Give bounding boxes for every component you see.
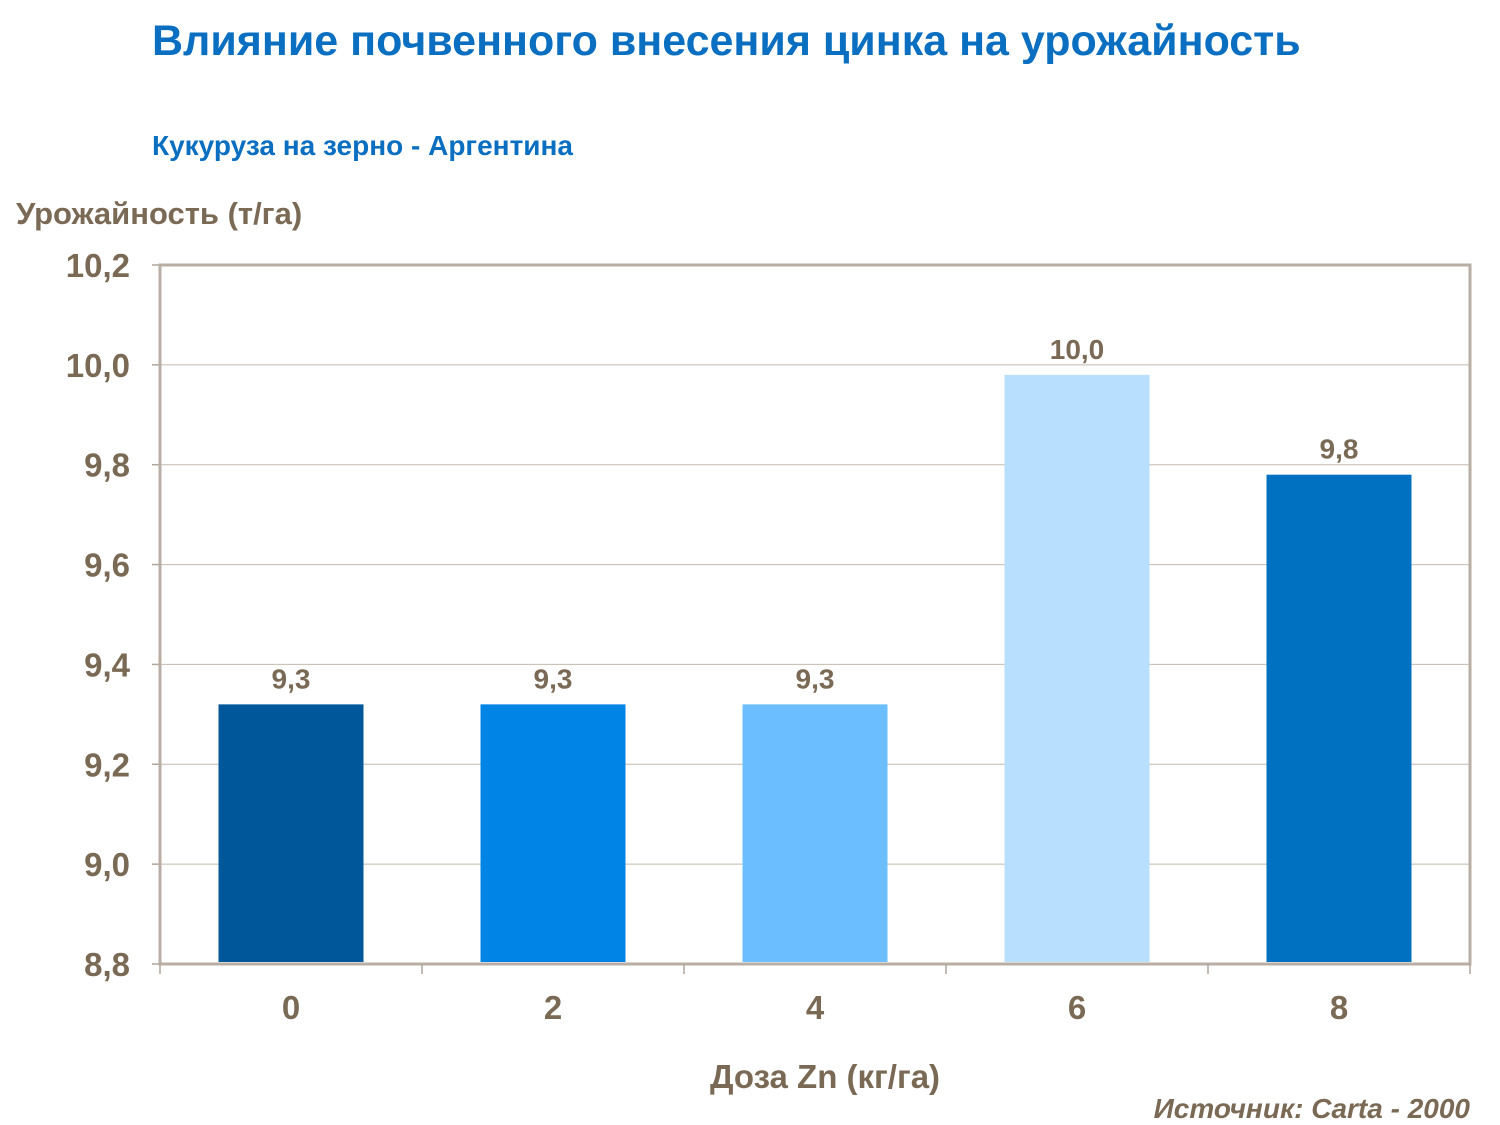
bar	[1004, 374, 1150, 962]
bar	[218, 704, 364, 962]
data-label: 10,0	[1050, 334, 1105, 365]
source-note: Источник: Carta - 2000	[1153, 1093, 1470, 1124]
y-tick-label: 9,2	[84, 746, 130, 783]
y-tick-label: 10,2	[66, 247, 130, 284]
chart-title: Влияние почвенного внесения цинка на уро…	[152, 17, 1301, 65]
x-axis-label: Доза Zn (кг/га)	[709, 1058, 941, 1095]
data-label: 9,8	[1320, 434, 1359, 465]
data-label: 9,3	[534, 663, 573, 694]
x-tick-label: 4	[806, 989, 825, 1026]
x-tick-label: 8	[1330, 989, 1348, 1026]
plot-frame	[158, 263, 1472, 966]
bar	[480, 704, 626, 962]
bar	[742, 704, 888, 962]
y-tick-label: 9,4	[84, 646, 131, 683]
data-label: 9,3	[796, 663, 835, 694]
y-tick-label: 9,0	[84, 846, 130, 883]
bar	[1266, 474, 1412, 962]
chart-subtitle: Кукуруза на зерно - Аргентина	[152, 130, 573, 161]
x-tick-label: 0	[282, 989, 300, 1026]
x-tick-label: 6	[1068, 989, 1086, 1026]
x-tick-label: 2	[544, 989, 562, 1026]
y-tick-label: 8,8	[84, 946, 130, 983]
y-tick-label: 9,6	[84, 547, 130, 584]
y-tick-label: 10,0	[66, 347, 130, 384]
y-tick-label: 9,8	[84, 447, 130, 484]
y-axis-label: Урожайность (т/га)	[16, 196, 303, 231]
data-label: 9,3	[272, 663, 311, 694]
